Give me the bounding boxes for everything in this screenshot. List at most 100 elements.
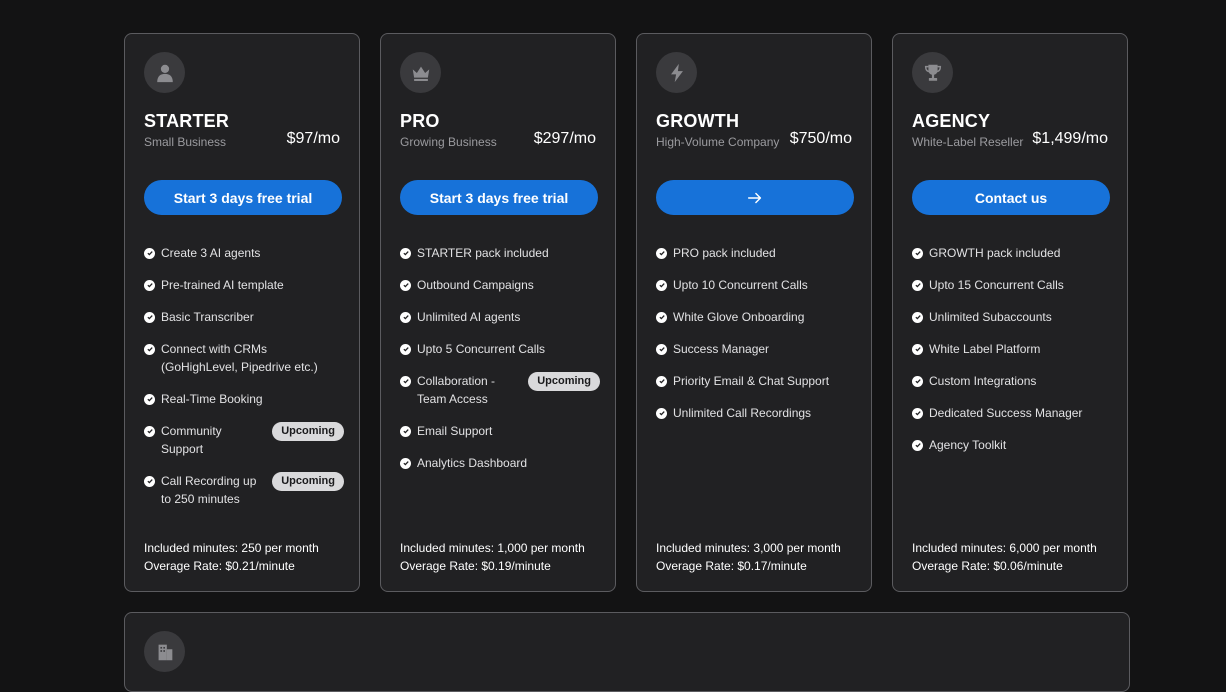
feature-list: STARTER pack included Outbound Campaigns… — [400, 244, 600, 486]
plan-subtitle: White-Label Reseller — [912, 135, 1024, 149]
check-circle-icon — [912, 407, 923, 419]
plan-name: AGENCY — [912, 111, 991, 131]
feature-text: Collaboration - Team Access — [417, 374, 496, 406]
list-item: PRO pack included — [656, 244, 856, 262]
plan-price: $97/mo — [286, 130, 340, 147]
overage-rate: Overage Rate: $0.21/minute — [144, 559, 295, 573]
check-circle-icon — [912, 311, 923, 323]
crown-icon — [400, 52, 441, 93]
contact-us-button[interactable]: Contact us — [912, 180, 1110, 215]
list-item: Outbound Campaigns — [400, 276, 600, 294]
list-item: Analytics Dashboard — [400, 454, 600, 472]
check-circle-icon — [656, 375, 667, 387]
building-icon — [144, 631, 185, 672]
plan-price: $297/mo — [533, 130, 596, 147]
check-circle-icon — [400, 457, 411, 469]
check-circle-icon — [144, 311, 155, 323]
check-circle-icon — [912, 247, 923, 259]
feature-text: Pre-trained AI template — [161, 278, 284, 292]
feature-text: Upto 15 Concurrent Calls — [929, 278, 1064, 292]
list-item: Basic Transcriber — [144, 308, 344, 326]
check-circle-icon — [656, 279, 667, 291]
feature-text: Outbound Campaigns — [417, 278, 534, 292]
check-circle-icon — [912, 279, 923, 291]
plan-footer: Included minutes: 1,000 per month Overag… — [400, 539, 585, 575]
overage-rate: Overage Rate: $0.17/minute — [656, 559, 807, 573]
plan-price: $1,499/mo — [1032, 130, 1108, 147]
feature-text: Community Support — [161, 424, 222, 456]
list-item: Agency Toolkit — [912, 436, 1112, 454]
check-circle-icon — [144, 279, 155, 291]
feature-list: GROWTH pack included Upto 15 Concurrent … — [912, 244, 1112, 468]
plan-name: GROWTH — [656, 111, 740, 131]
feature-text: Basic Transcriber — [161, 310, 254, 324]
plan-card-growth: GROWTH High-Volume Company $750/mo PRO p… — [636, 33, 872, 592]
check-circle-icon — [656, 407, 667, 419]
feature-text: Call Recording up to 250 minutes — [161, 474, 257, 506]
plan-card-enterprise — [124, 612, 1130, 692]
feature-text: Success Manager — [673, 342, 770, 356]
feature-list: Create 3 AI agents Pre-trained AI templa… — [144, 244, 344, 522]
feature-text: Real-Time Booking — [161, 392, 263, 406]
feature-text: Create 3 AI agents — [161, 246, 261, 260]
continue-button[interactable] — [656, 180, 854, 215]
upcoming-badge: Upcoming — [272, 472, 344, 491]
included-minutes: Included minutes: 250 per month — [144, 541, 319, 555]
check-circle-icon — [144, 475, 155, 487]
feature-text: PRO pack included — [673, 246, 776, 260]
check-circle-icon — [912, 375, 923, 387]
plan-subtitle: Growing Business — [400, 135, 497, 149]
feature-text: Custom Integrations — [929, 374, 1037, 388]
check-circle-icon — [400, 425, 411, 437]
check-circle-icon — [400, 343, 411, 355]
list-item: Email Support — [400, 422, 600, 440]
feature-text: Unlimited Subaccounts — [929, 310, 1052, 324]
feature-text: Email Support — [417, 424, 493, 438]
check-circle-icon — [144, 393, 155, 405]
check-circle-icon — [656, 343, 667, 355]
check-circle-icon — [656, 311, 667, 323]
feature-text: Priority Email & Chat Support — [673, 374, 830, 388]
included-minutes: Included minutes: 3,000 per month — [656, 541, 841, 555]
feature-text: Analytics Dashboard — [417, 456, 528, 470]
arrow-right-icon — [746, 189, 764, 207]
included-minutes: Included minutes: 1,000 per month — [400, 541, 585, 555]
start-trial-button[interactable]: Start 3 days free trial — [400, 180, 598, 215]
feature-text: Agency Toolkit — [929, 438, 1007, 452]
list-item: Unlimited Subaccounts — [912, 308, 1112, 326]
list-item: Collaboration - Team Access Upcoming — [400, 372, 600, 408]
check-circle-icon — [656, 247, 667, 259]
feature-list: PRO pack included Upto 10 Concurrent Cal… — [656, 244, 856, 436]
list-item: GROWTH pack included — [912, 244, 1112, 262]
list-item: Pre-trained AI template — [144, 276, 344, 294]
list-item: White Glove Onboarding — [656, 308, 856, 326]
list-item: Upto 5 Concurrent Calls — [400, 340, 600, 358]
list-item: Unlimited Call Recordings — [656, 404, 856, 422]
plan-card-agency: AGENCY White-Label Reseller $1,499/mo Co… — [892, 33, 1128, 592]
feature-text: GROWTH pack included — [929, 246, 1061, 260]
list-item: Create 3 AI agents — [144, 244, 344, 262]
check-circle-icon — [400, 279, 411, 291]
overage-rate: Overage Rate: $0.06/minute — [912, 559, 1063, 573]
plan-subtitle: Small Business — [144, 135, 227, 149]
list-item: Unlimited AI agents — [400, 308, 600, 326]
feature-text: White Glove Onboarding — [673, 310, 805, 324]
check-circle-icon — [144, 343, 155, 355]
plan-price: $750/mo — [789, 130, 852, 147]
plan-card-starter: STARTER Small Business $97/mo Start 3 da… — [124, 33, 360, 592]
feature-text: STARTER pack included — [417, 246, 549, 260]
start-trial-button[interactable]: Start 3 days free trial — [144, 180, 342, 215]
plan-footer: Included minutes: 250 per month Overage … — [144, 539, 319, 575]
feature-text: Upto 10 Concurrent Calls — [673, 278, 808, 292]
check-circle-icon — [400, 247, 411, 259]
trophy-icon — [912, 52, 953, 93]
plan-footer: Included minutes: 3,000 per month Overag… — [656, 539, 841, 575]
user-icon — [144, 52, 185, 93]
list-item: Priority Email & Chat Support — [656, 372, 856, 390]
feature-text: Unlimited Call Recordings — [673, 406, 812, 420]
list-item: Upto 15 Concurrent Calls — [912, 276, 1112, 294]
check-circle-icon — [400, 311, 411, 323]
plan-subtitle: High-Volume Company — [656, 135, 780, 149]
feature-text: Unlimited AI agents — [417, 310, 521, 324]
lightning-icon — [656, 52, 697, 93]
